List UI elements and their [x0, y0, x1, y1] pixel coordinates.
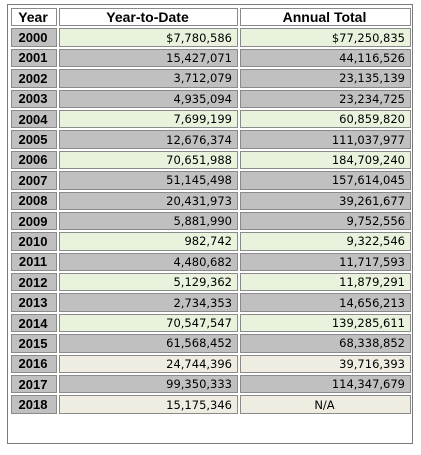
year-to-date-cell: 99,350,333 [59, 375, 238, 394]
annual-total-cell: 9,322,546 [240, 232, 411, 251]
year-cell: 2009 [11, 211, 57, 231]
year-cell: 2018 [11, 395, 57, 414]
table-row: 2017 99,350,333 114,347,679 [11, 375, 411, 394]
year-to-date-cell: 70,651,988 [59, 150, 238, 170]
annual-total-cell: 11,717,593 [240, 252, 411, 272]
annual-total-cell: $77,250,835 [240, 28, 411, 47]
table-row: 2010 982,742 9,322,546 [11, 232, 411, 251]
year-cell: 2016 [11, 354, 57, 374]
year-to-date-cell: 15,175,346 [59, 395, 238, 414]
table-body: 2000 $7,780,586 $77,250,835 2001 15,427,071 4… [11, 28, 411, 414]
annual-total-cell: 11,879,291 [240, 273, 411, 292]
year-cell: 2013 [11, 293, 57, 312]
header-year: Year [11, 8, 57, 27]
annual-total-cell: 39,261,677 [240, 191, 411, 210]
annual-total-cell: 157,614,045 [240, 171, 411, 190]
year-to-date-cell: 4,480,682 [59, 252, 238, 272]
table-row: 2005 12,676,374 111,037,977 [11, 130, 411, 149]
annual-total-cell: 60,859,820 [240, 109, 411, 129]
annual-total-cell: 68,338,852 [240, 334, 411, 353]
year-to-date-cell: 982,742 [59, 232, 238, 251]
year-cell: 2002 [11, 69, 57, 88]
annual-total-cell: 44,116,526 [240, 48, 411, 68]
year-to-date-cell: 61,568,452 [59, 334, 238, 353]
year-cell: 2005 [11, 130, 57, 149]
table-row: 2018 15,175,346 N/A [11, 395, 411, 414]
year-to-date-cell: 51,145,498 [59, 171, 238, 190]
table-row: 2003 4,935,094 23,234,725 [11, 89, 411, 108]
year-cell: 2004 [11, 109, 57, 129]
table-row: 2009 5,881,990 9,752,556 [11, 211, 411, 231]
annual-total-cell: 184,709,240 [240, 150, 411, 170]
annual-total-cell: 23,234,725 [240, 89, 411, 108]
table-row: 2007 51,145,498 157,614,045 [11, 171, 411, 190]
header-year-to-date: Year-to-Date [59, 8, 238, 27]
table-row: 2000 $7,780,586 $77,250,835 [11, 28, 411, 47]
table-row: 2002 3,712,079 23,135,139 [11, 69, 411, 88]
year-to-date-cell: 2,734,353 [59, 293, 238, 312]
annual-total-cell: N/A [240, 395, 411, 414]
annual-total-cell: 111,037,977 [240, 130, 411, 149]
year-to-date-cell: 5,881,990 [59, 211, 238, 231]
year-cell: 2012 [11, 273, 57, 292]
year-cell: 2015 [11, 334, 57, 353]
year-to-date-cell: 7,699,199 [59, 109, 238, 129]
year-cell: 2007 [11, 171, 57, 190]
annual-total-cell: 23,135,139 [240, 69, 411, 88]
year-cell: 2001 [11, 48, 57, 68]
table-row: 2016 24,744,396 39,716,393 [11, 354, 411, 374]
header-row: Year Year-to-Date Annual Total [11, 8, 411, 27]
year-to-date-cell: 70,547,547 [59, 313, 238, 333]
year-cell: 2014 [11, 313, 57, 333]
year-to-date-cell: 15,427,071 [59, 48, 238, 68]
year-cell: 2008 [11, 191, 57, 210]
annual-total-cell: 9,752,556 [240, 211, 411, 231]
table-row: 2001 15,427,071 44,116,526 [11, 48, 411, 68]
year-cell: 2003 [11, 89, 57, 108]
year-cell: 2011 [11, 252, 57, 272]
year-cell: 2017 [11, 375, 57, 394]
annual-total-cell: 39,716,393 [240, 354, 411, 374]
year-to-date-cell: 12,676,374 [59, 130, 238, 149]
table-row: 2014 70,547,547 139,285,611 [11, 313, 411, 333]
year-to-date-cell: $7,780,586 [59, 28, 238, 47]
table-row: 2015 61,568,452 68,338,852 [11, 334, 411, 353]
header-annual-total: Annual Total [240, 8, 411, 27]
year-to-date-cell: 4,935,094 [59, 89, 238, 108]
year-to-date-cell: 3,712,079 [59, 69, 238, 88]
table-row: 2004 7,699,199 60,859,820 [11, 109, 411, 129]
year-to-date-cell: 20,431,973 [59, 191, 238, 210]
year-cell: 2006 [11, 150, 57, 170]
year-to-date-cell: 5,129,362 [59, 273, 238, 292]
year-cell: 2000 [11, 28, 57, 47]
table-row: 2012 5,129,362 11,879,291 [11, 273, 411, 292]
table-row: 2011 4,480,682 11,717,593 [11, 252, 411, 272]
table-row: 2013 2,734,353 14,656,213 [11, 293, 411, 312]
annual-total-cell: 114,347,679 [240, 375, 411, 394]
table-row: 2006 70,651,988 184,709,240 [11, 150, 411, 170]
year-cell: 2010 [11, 232, 57, 251]
annual-total-cell: 139,285,611 [240, 313, 411, 333]
year-to-date-cell: 24,744,396 [59, 354, 238, 374]
table-row: 2008 20,431,973 39,261,677 [11, 191, 411, 210]
data-table: Year Year-to-Date Annual Total 2000 $7,78… [9, 6, 413, 416]
annual-total-cell: 14,656,213 [240, 293, 411, 312]
